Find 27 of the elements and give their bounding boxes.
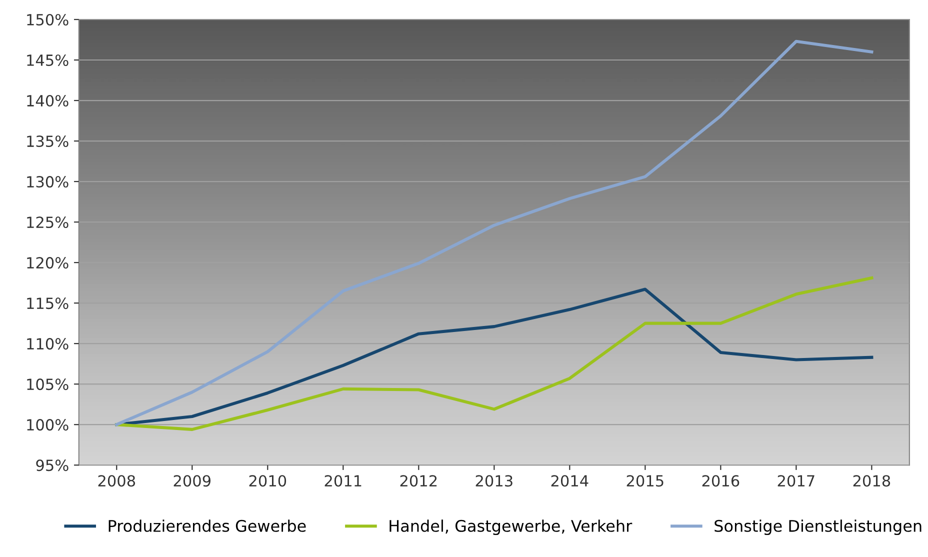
x-tick-label: 2017 — [778, 475, 814, 487]
x-tick-label: 2016 — [702, 475, 740, 487]
y-tick-label: 140% — [27, 94, 68, 107]
y-tick-label: 130% — [27, 176, 68, 188]
y-tick-label: 145% — [27, 54, 68, 66]
y-tick-label: 105% — [27, 378, 68, 390]
x-tick-label: 2013 — [476, 475, 512, 487]
x-tick-label: 2018 — [853, 475, 890, 487]
y-tick-label: 100% — [27, 419, 68, 431]
x-tick-label: 2009 — [174, 475, 211, 487]
y-tick-label: 150% — [27, 14, 68, 26]
y-tick-label: 115% — [27, 298, 68, 310]
y-tick-label: 95% — [36, 460, 68, 472]
legend-label: Produzierendes Gewerbe — [108, 520, 306, 532]
x-tick-label: 2010 — [249, 475, 286, 487]
x-tick-label: 2014 — [551, 475, 588, 487]
y-tick-label: 125% — [27, 216, 68, 228]
x-tick-label: 2008 — [98, 475, 136, 487]
y-tick-label: 135% — [27, 135, 68, 148]
x-tick-label: 2011 — [324, 475, 362, 487]
legend-label: Sonstige Dienstleistungen — [714, 520, 922, 536]
x-tick-label: 2012 — [400, 475, 437, 487]
legend-label: Handel, Gastgewerbe, Verkehr — [390, 520, 632, 536]
y-tick-label: 120% — [27, 257, 68, 269]
y-tick-label: 110% — [27, 338, 68, 350]
x-tick-label: 2015 — [626, 475, 664, 487]
line-series — [115, 40, 874, 426]
